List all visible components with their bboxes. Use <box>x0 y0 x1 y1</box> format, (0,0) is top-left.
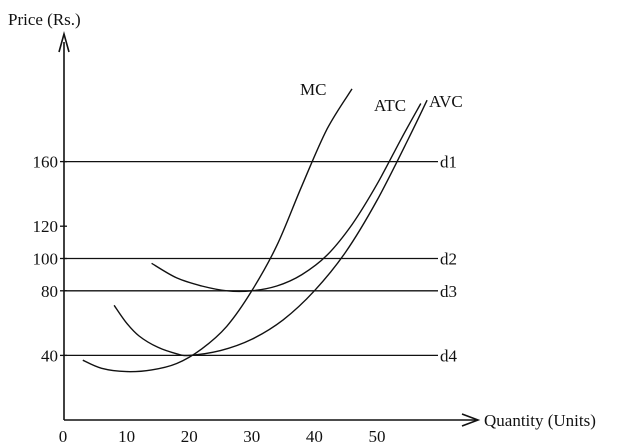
demand-label-d4: d4 <box>440 346 458 365</box>
cost-curves-layer: MC ATC AVC <box>82 80 463 373</box>
x-axis-label: Quantity (Units) <box>484 411 596 430</box>
demand-label-d2: d2 <box>440 250 457 269</box>
axes-layer: Price (Rs.) Quantity (Units) 0 <box>8 10 596 446</box>
y-tick-label-160: 160 <box>33 153 59 172</box>
origin-label: 0 <box>59 427 68 446</box>
y-axis-label: Price (Rs.) <box>8 10 81 29</box>
x-tick-label-10: 10 <box>118 427 135 446</box>
curve-label-mc: MC <box>300 80 326 99</box>
x-tick-label-30: 30 <box>243 427 260 446</box>
y-tick-label-100: 100 <box>33 250 59 269</box>
curve-avc <box>113 99 428 357</box>
curve-label-atc: ATC <box>374 96 406 115</box>
curve-mc <box>82 88 353 373</box>
curve-label-avc: AVC <box>429 92 463 111</box>
demand-label-d3: d3 <box>440 282 457 301</box>
demand-lines-layer: d1 d2 d3 d4 <box>64 153 458 365</box>
x-axis-arrow <box>461 413 481 427</box>
y-tick-label-80: 80 <box>41 282 58 301</box>
y-axis-arrow <box>58 31 70 53</box>
curve-atc <box>151 103 422 293</box>
demand-label-d1: d1 <box>440 153 457 172</box>
x-tick-label-50: 50 <box>369 427 386 446</box>
x-tick-label-40: 40 <box>306 427 323 446</box>
x-tick-label-20: 20 <box>181 427 198 446</box>
y-tick-label-120: 120 <box>33 217 59 236</box>
y-tick-label-40: 40 <box>41 346 58 365</box>
ticks-layer: 10 20 30 40 50 40 80 100 120 160 <box>33 153 386 446</box>
